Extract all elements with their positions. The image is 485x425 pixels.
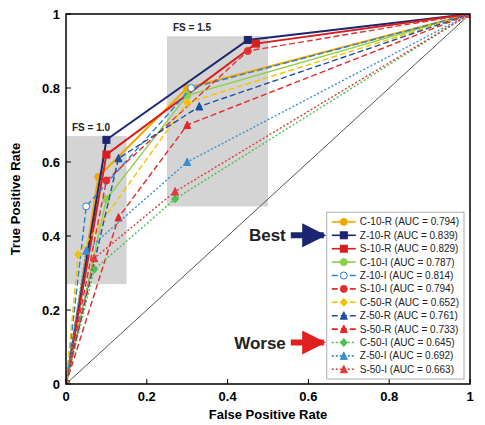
legend: C-10-R (AUC = 0.794) Z-10-R (AUC = 0.839)… bbox=[327, 212, 464, 379]
roc-line bbox=[66, 14, 470, 384]
legend-marker bbox=[340, 325, 347, 333]
point bbox=[184, 158, 191, 166]
legend-label: S-50-I (AUC = 0.663) bbox=[360, 364, 454, 375]
legend-marker bbox=[340, 339, 347, 347]
legend-marker bbox=[340, 218, 347, 225]
point bbox=[103, 177, 110, 184]
roc-line bbox=[66, 14, 470, 384]
roc-line bbox=[66, 14, 470, 384]
point bbox=[115, 154, 122, 162]
x-tick-label: 0.6 bbox=[299, 389, 317, 404]
region-label: FS = 1.5 bbox=[173, 22, 212, 33]
point bbox=[172, 188, 179, 196]
region-label: FS = 1.0 bbox=[72, 122, 111, 133]
y-axis-title: True Positive Rate bbox=[8, 143, 23, 256]
legend-marker bbox=[340, 365, 347, 373]
point bbox=[103, 151, 110, 158]
annotation: Best bbox=[249, 226, 286, 245]
point bbox=[172, 195, 179, 203]
legend-marker bbox=[340, 232, 347, 239]
legend-marker bbox=[340, 245, 347, 252]
x-tick-label: 0.2 bbox=[138, 389, 156, 404]
legend-label: C-50-I (AUC = 0.645) bbox=[360, 337, 455, 348]
legend-label: Z-10-I (AUC = 0.814) bbox=[360, 270, 454, 281]
legend-marker bbox=[340, 259, 347, 266]
chart: FS = 1.0 FS = 1.5 0 0.2 0.4 0.6 0.8 1 0 0.2 0.4 0.6… bbox=[0, 0, 485, 425]
diagonal bbox=[66, 14, 470, 384]
legend-marker bbox=[340, 352, 347, 360]
annotation-arrow bbox=[291, 340, 324, 346]
legend-marker bbox=[340, 272, 347, 279]
legend-label: C-10-I (AUC = 0.787) bbox=[360, 257, 455, 268]
point bbox=[75, 251, 82, 259]
legend-label: S-50-R (AUC = 0.733) bbox=[360, 324, 459, 335]
roc-line bbox=[66, 14, 470, 384]
x-tick-label: 0.4 bbox=[219, 389, 238, 404]
annotation: Worse bbox=[234, 334, 286, 353]
roc-line bbox=[66, 14, 470, 384]
point bbox=[91, 254, 98, 262]
plot-frame bbox=[66, 14, 470, 384]
point bbox=[252, 40, 259, 47]
legend-label: S-10-I (AUC = 0.794) bbox=[360, 283, 454, 294]
point bbox=[244, 48, 251, 55]
annotation-arrow bbox=[291, 232, 324, 238]
point bbox=[103, 136, 110, 143]
annotation-bg bbox=[247, 225, 288, 246]
legend-label: Z-50-I (AUC = 0.692) bbox=[360, 350, 454, 361]
x-tick-label: 0 bbox=[62, 389, 69, 404]
x-tick-label: 0.8 bbox=[380, 389, 398, 404]
legend-label: Z-50-R (AUC = 0.761) bbox=[360, 310, 458, 321]
legend-marker bbox=[340, 285, 347, 292]
point bbox=[83, 203, 90, 210]
roc-line bbox=[66, 14, 470, 384]
roc-line bbox=[66, 14, 470, 384]
y-tick-label: 0.4 bbox=[42, 229, 61, 244]
legend-label: S-10-R (AUC = 0.829) bbox=[360, 243, 459, 254]
legend-label: C-50-R (AUC = 0.652) bbox=[360, 297, 459, 308]
roc-line bbox=[66, 14, 470, 384]
legend-label: Z-10-R (AUC = 0.839) bbox=[360, 230, 458, 241]
roc-line bbox=[66, 14, 470, 384]
y-tick-label: 0.6 bbox=[42, 155, 60, 170]
legend-label: C-10-R (AUC = 0.794) bbox=[360, 216, 459, 227]
y-tick-label: 1 bbox=[53, 7, 60, 22]
legend-marker bbox=[340, 298, 347, 306]
point bbox=[196, 103, 203, 111]
y-tick-label: 0.2 bbox=[42, 303, 60, 318]
roc-line bbox=[66, 14, 470, 384]
point bbox=[184, 99, 191, 107]
roc-line bbox=[66, 14, 470, 384]
y-tick-label: 0.8 bbox=[42, 81, 60, 96]
point bbox=[188, 85, 195, 92]
roc-line bbox=[66, 14, 470, 384]
point bbox=[184, 121, 191, 129]
annotation-bg bbox=[232, 333, 288, 354]
point bbox=[83, 247, 90, 255]
point bbox=[244, 36, 251, 43]
y-tick-label: 0 bbox=[53, 377, 60, 392]
x-axis-title: False Positive Rate bbox=[209, 407, 328, 422]
legend-marker bbox=[340, 312, 347, 320]
series-group bbox=[66, 14, 470, 384]
legend-box bbox=[327, 212, 464, 379]
x-tick-label: 1 bbox=[466, 389, 473, 404]
